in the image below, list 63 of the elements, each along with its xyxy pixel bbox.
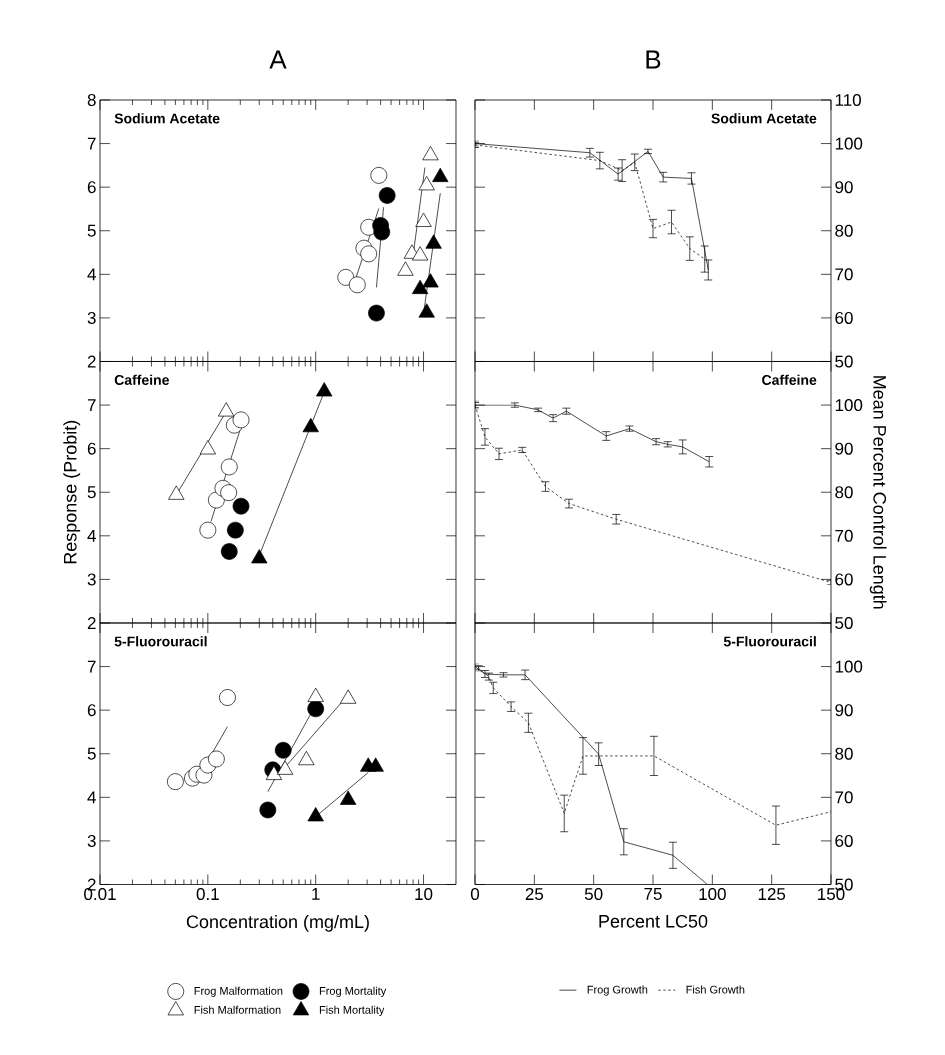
y-tick-label: 60 [835, 311, 853, 324]
y-tick-label: 90 [835, 704, 853, 717]
legend-label: Frog Growth [587, 985, 648, 996]
x-tick-label: 0 [470, 888, 480, 901]
x-tick-label: 1 [312, 888, 320, 900]
legend-label: Frog Mortality [319, 986, 387, 997]
legend-label: Fish Malformation [194, 1005, 281, 1014]
y-tick-label: 50 [835, 355, 853, 368]
legend-label: Frog Malformation [194, 986, 283, 997]
y-tick-label: 8 [87, 93, 96, 107]
x-tick-label: 125 [758, 888, 786, 901]
text: Caffeine [762, 374, 817, 385]
text: 5-Fluorouracil [723, 636, 816, 647]
x-tick-label: 10 [415, 888, 433, 901]
legend-label: Fish Growth [686, 985, 745, 994]
y-tick-label: 6 [87, 181, 96, 194]
y-tick-label: 4 [87, 529, 96, 542]
legend-label: Fish Mortality [319, 1005, 385, 1016]
y-tick-label: 80 [835, 747, 853, 760]
x-tick-label: 75 [644, 888, 662, 900]
x-tick-label: 50 [584, 888, 603, 901]
y-tick-label: 50 [835, 616, 853, 630]
x-tick-label: 25 [525, 888, 544, 901]
y-tick-label: 5 [87, 747, 96, 760]
y-tick-label: 7 [87, 137, 96, 150]
y-tick-label: 60 [835, 834, 853, 847]
y-tick-label: 2 [87, 617, 96, 629]
text: Caffeine [114, 374, 169, 385]
x-tick-label: 0.1 [196, 888, 219, 901]
text: Sodium Acetate [711, 113, 817, 124]
chart-title: B [646, 50, 661, 69]
y-tick-label: 90 [835, 442, 853, 455]
y-tick-label: 100 [835, 660, 863, 673]
y-tick-label: 100 [835, 399, 863, 412]
y-tick-label: 6 [87, 442, 96, 455]
y-tick-label: 70 [835, 268, 853, 281]
chart-title: A [269, 50, 287, 69]
y-tick-label: 7 [87, 399, 96, 411]
y-tick-label: 3 [87, 573, 96, 586]
x-tick-label: 100 [699, 888, 726, 901]
y-tick-label: 7 [87, 660, 96, 673]
text: Sodium Acetate [114, 113, 220, 124]
x-axis-title: Concentration (mg/mL) [186, 914, 369, 932]
y-tick-label: 5 [87, 486, 96, 499]
text: 5-Fluorouracil [114, 636, 207, 647]
y-tick-label: 6 [87, 704, 96, 717]
y-tick-label: 4 [87, 791, 96, 804]
y-tick-label: 80 [835, 224, 853, 237]
y-tick-label: 5 [87, 224, 96, 237]
y-tick-label: 110 [835, 93, 861, 107]
y-tick-label: 70 [835, 791, 853, 804]
y-tick-label: 4 [87, 268, 96, 281]
y-axis-title: Mean Percent Control Length [869, 376, 887, 609]
y-tick-label: 3 [87, 834, 96, 847]
y-tick-label: 100 [835, 137, 863, 150]
y-axis-title: Response (Probit) [63, 420, 81, 564]
y-tick-label: 60 [835, 573, 853, 586]
y-tick-label: 2 [87, 355, 96, 368]
y-tick-label: 3 [87, 311, 96, 324]
y-tick-label: 70 [835, 529, 853, 542]
y-tick-label: 90 [835, 181, 853, 194]
x-axis-title: Percent LC50 [599, 914, 708, 928]
y-tick-label: 80 [835, 486, 853, 499]
